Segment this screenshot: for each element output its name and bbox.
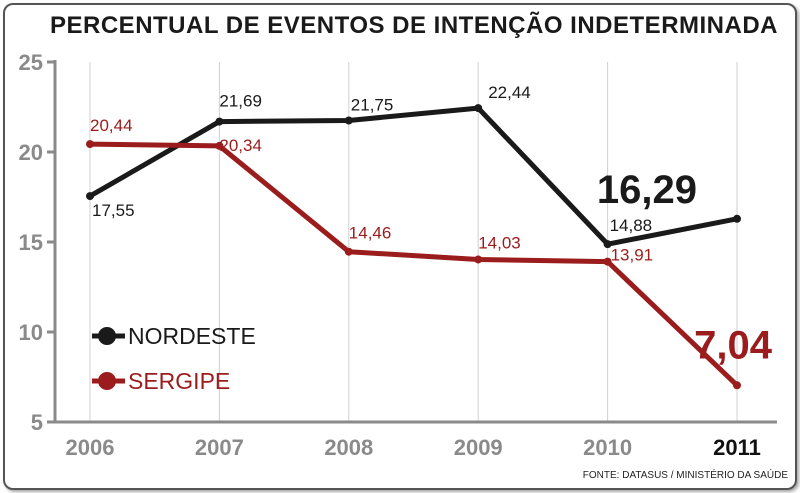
data-label: 14,88 [610, 216, 653, 235]
x-tick-label: 2009 [454, 435, 503, 460]
x-tick-label: 2010 [583, 435, 632, 460]
source-note: FONTE: DATASUS / MINISTÉRIO DA SAÚDE [583, 468, 789, 481]
data-point [215, 141, 224, 150]
data-point [215, 117, 224, 126]
data-point [86, 192, 94, 201]
legend-marker [98, 372, 116, 390]
data-label: 22,44 [488, 83, 531, 102]
data-point [474, 104, 483, 113]
data-point [733, 214, 741, 223]
y-tick-label: 10 [19, 320, 43, 345]
data-label: 14,46 [349, 224, 392, 243]
legend: NORDESTE SERGIPE [92, 323, 256, 394]
data-point [733, 381, 741, 390]
axes [47, 60, 777, 424]
series-group: 17,55 21,69 21,75 22,44 14,88 16,29 20,44 20,34… [86, 83, 773, 390]
data-point [474, 255, 483, 264]
x-tick-label: 2011 [713, 435, 761, 460]
legend-marker [98, 327, 116, 345]
y-tick-label: 15 [19, 230, 43, 255]
data-point [86, 140, 94, 149]
y-tick-label: 20 [19, 140, 43, 165]
legend-item-sergipe: SERGIPE [92, 368, 230, 394]
data-label: 20,44 [90, 116, 133, 135]
data-label: 21,69 [219, 92, 262, 111]
data-label-highlight: 16,29 [597, 168, 697, 212]
data-label: 17,55 [92, 201, 135, 220]
legend-label: SERGIPE [128, 368, 230, 394]
x-tick-label: 2006 [66, 435, 115, 460]
legend-label: NORDESTE [128, 323, 256, 349]
series-sergipe: 20,44 20,34 14,46 14,03 13,91 7,04 [86, 116, 773, 390]
chart-title: PERCENTUAL DE EVENTOS DE INTENÇÃO INDETE… [50, 11, 778, 39]
y-tick-label: 25 [19, 50, 43, 75]
data-label: 21,75 [351, 96, 394, 115]
data-point [603, 257, 612, 266]
x-tick-label: 2007 [195, 435, 244, 460]
data-point [344, 116, 353, 125]
x-tick-label: 2008 [324, 435, 373, 460]
series-line [87, 141, 740, 388]
data-point [344, 247, 353, 256]
data-label-highlight: 7,04 [694, 323, 773, 367]
series-line [87, 105, 740, 247]
data-label: 14,03 [478, 233, 521, 252]
legend-item-nordeste: NORDESTE [92, 323, 256, 349]
chart-frame [3, 3, 797, 490]
y-tick-label: 5 [31, 410, 43, 435]
data-point [603, 240, 612, 249]
data-label: 20,34 [219, 136, 262, 155]
series-nordeste: 17,55 21,69 21,75 22,44 14,88 16,29 [86, 83, 741, 249]
data-label: 13,91 [611, 246, 654, 265]
tick-labels: 5 10 15 20 25 2006 2007 2008 2009 2010 2011 [19, 50, 761, 460]
